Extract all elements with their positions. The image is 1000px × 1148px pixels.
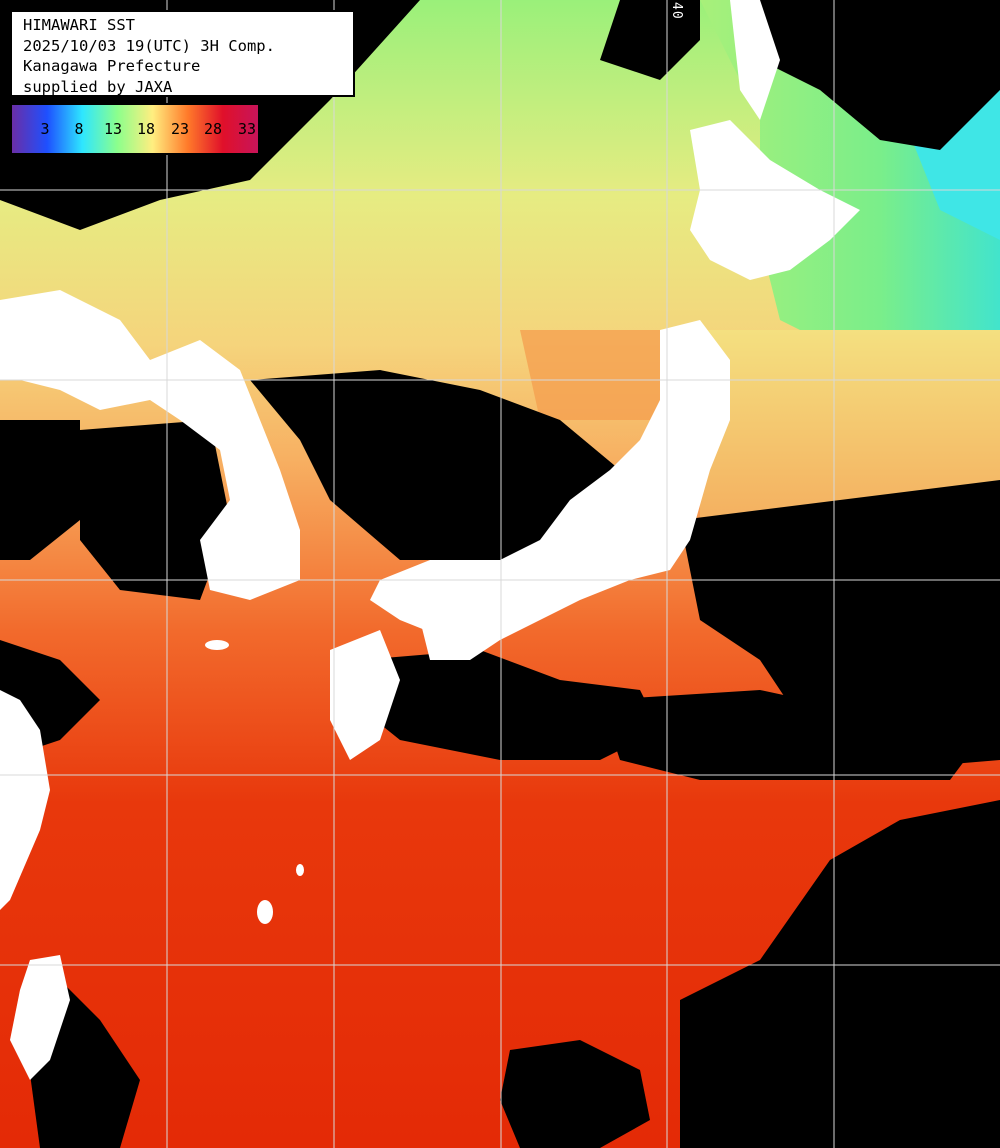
- scale-label: 23: [170, 120, 190, 138]
- sakhalin: [730, 0, 780, 120]
- sea-pacific-north: [700, 330, 1000, 520]
- sea-japan-warm: [520, 330, 660, 420]
- product-datetime: 2025/10/03 19(UTC) 3H Comp.: [23, 36, 275, 55]
- product-title: HIMAWARI SST: [23, 16, 135, 34]
- scale-label: 33: [237, 120, 257, 138]
- shikoku: [420, 610, 500, 660]
- scale-label: 13: [103, 120, 123, 138]
- info-header: HIMAWARI SST 2025/10/03 19(UTC) 3H Comp.…: [10, 10, 355, 97]
- scale-label: 8: [74, 120, 84, 138]
- korea-peninsula: [150, 340, 300, 600]
- product-source: supplied by JAXA: [23, 77, 173, 96]
- honshu: [370, 320, 730, 640]
- hokkaido: [690, 120, 860, 280]
- scale-label: 3: [40, 120, 50, 138]
- color-scale-bar: 3 8 13 18 23 28 33: [10, 103, 260, 155]
- grid-latitude-label: 40: [669, 2, 684, 20]
- china-coast: [0, 690, 50, 910]
- scale-label: 18: [136, 120, 156, 138]
- landmass: [0, 0, 860, 1080]
- product-region: Kanagawa Prefecture: [23, 57, 201, 75]
- taiwan: [10, 955, 70, 1080]
- scale-label: 28: [203, 120, 223, 138]
- kyushu: [330, 630, 400, 760]
